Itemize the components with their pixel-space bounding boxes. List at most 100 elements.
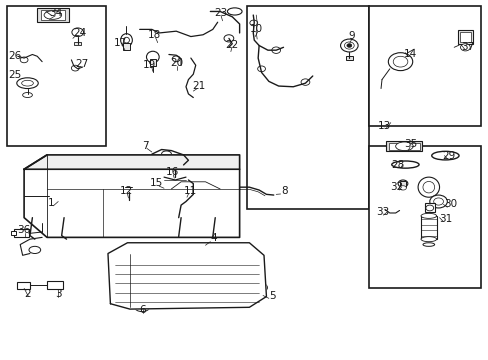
Ellipse shape	[172, 165, 177, 168]
Text: 3: 3	[55, 289, 61, 299]
Bar	[399, 181, 406, 187]
Bar	[368, 146, 480, 288]
Ellipse shape	[73, 195, 94, 211]
Text: 34: 34	[49, 8, 62, 18]
Ellipse shape	[205, 277, 234, 295]
Ellipse shape	[255, 283, 267, 292]
Text: 36: 36	[18, 225, 31, 235]
Bar	[17, 282, 30, 289]
Bar	[457, 30, 472, 44]
Ellipse shape	[17, 78, 38, 89]
Ellipse shape	[146, 51, 159, 63]
Text: 1: 1	[47, 198, 54, 208]
Ellipse shape	[429, 195, 447, 208]
Text: 25: 25	[9, 70, 22, 80]
Text: 8: 8	[281, 186, 287, 196]
Bar	[150, 59, 156, 66]
Ellipse shape	[138, 269, 156, 282]
Ellipse shape	[425, 205, 433, 211]
Polygon shape	[24, 169, 239, 237]
Ellipse shape	[391, 161, 418, 168]
Bar	[388, 143, 419, 149]
Ellipse shape	[344, 42, 353, 49]
Bar	[246, 6, 368, 209]
Ellipse shape	[172, 56, 180, 62]
Text: 26: 26	[9, 50, 22, 60]
Ellipse shape	[420, 237, 436, 242]
Ellipse shape	[431, 151, 458, 160]
Ellipse shape	[71, 65, 79, 71]
Ellipse shape	[249, 20, 257, 26]
Bar	[37, 8, 69, 22]
Text: 30: 30	[443, 199, 456, 210]
Bar	[14, 229, 29, 237]
Bar	[258, 285, 265, 290]
Ellipse shape	[170, 163, 180, 170]
Bar	[123, 43, 130, 50]
Bar	[41, 10, 65, 20]
Text: 32: 32	[390, 182, 403, 192]
Text: 17: 17	[113, 38, 126, 48]
Ellipse shape	[422, 181, 434, 193]
Text: 11: 11	[184, 186, 197, 196]
Ellipse shape	[63, 212, 75, 220]
Ellipse shape	[44, 11, 61, 19]
Text: 35: 35	[403, 139, 416, 149]
Ellipse shape	[397, 180, 407, 187]
Ellipse shape	[395, 142, 412, 150]
Text: 37: 37	[460, 42, 473, 51]
Ellipse shape	[227, 8, 242, 15]
Text: 16: 16	[165, 167, 179, 177]
Text: 22: 22	[225, 40, 238, 50]
Bar	[385, 141, 422, 151]
Polygon shape	[24, 155, 239, 169]
Ellipse shape	[174, 191, 185, 197]
Text: 28: 28	[391, 160, 404, 170]
Text: 18: 18	[147, 30, 161, 40]
Text: 4: 4	[210, 233, 217, 243]
Text: 19: 19	[142, 59, 156, 69]
Bar	[368, 6, 480, 126]
Text: 6: 6	[139, 305, 145, 315]
Ellipse shape	[271, 47, 280, 53]
Text: 27: 27	[75, 59, 88, 69]
Bar	[47, 281, 62, 289]
Ellipse shape	[392, 56, 407, 67]
Bar	[11, 231, 16, 235]
Text: 20: 20	[170, 58, 183, 68]
Ellipse shape	[224, 35, 233, 42]
Bar	[345, 56, 352, 59]
Bar	[6, 6, 105, 146]
Bar	[74, 42, 81, 45]
Text: 24: 24	[73, 28, 87, 37]
Ellipse shape	[460, 44, 469, 51]
Text: 29: 29	[442, 151, 455, 161]
Ellipse shape	[72, 28, 83, 37]
Ellipse shape	[135, 303, 149, 312]
Text: 12: 12	[120, 186, 133, 196]
Text: 5: 5	[268, 291, 275, 301]
Text: 15: 15	[150, 178, 163, 188]
Ellipse shape	[387, 53, 412, 71]
Ellipse shape	[21, 80, 33, 86]
Ellipse shape	[20, 57, 28, 63]
Text: 13: 13	[378, 121, 391, 131]
Text: 2: 2	[24, 289, 31, 299]
Ellipse shape	[420, 213, 436, 219]
Ellipse shape	[64, 189, 103, 218]
Ellipse shape	[399, 186, 406, 190]
Ellipse shape	[422, 243, 434, 246]
Text: 7: 7	[142, 140, 148, 150]
Text: 10: 10	[250, 24, 263, 34]
Ellipse shape	[433, 198, 443, 205]
Bar	[424, 203, 434, 212]
Ellipse shape	[123, 37, 129, 43]
Ellipse shape	[161, 151, 171, 157]
Ellipse shape	[121, 34, 132, 46]
Text: 23: 23	[214, 8, 227, 18]
Bar	[459, 32, 470, 42]
Ellipse shape	[22, 93, 32, 98]
Text: 9: 9	[348, 31, 354, 41]
Text: 14: 14	[403, 49, 416, 59]
Ellipse shape	[301, 79, 309, 85]
